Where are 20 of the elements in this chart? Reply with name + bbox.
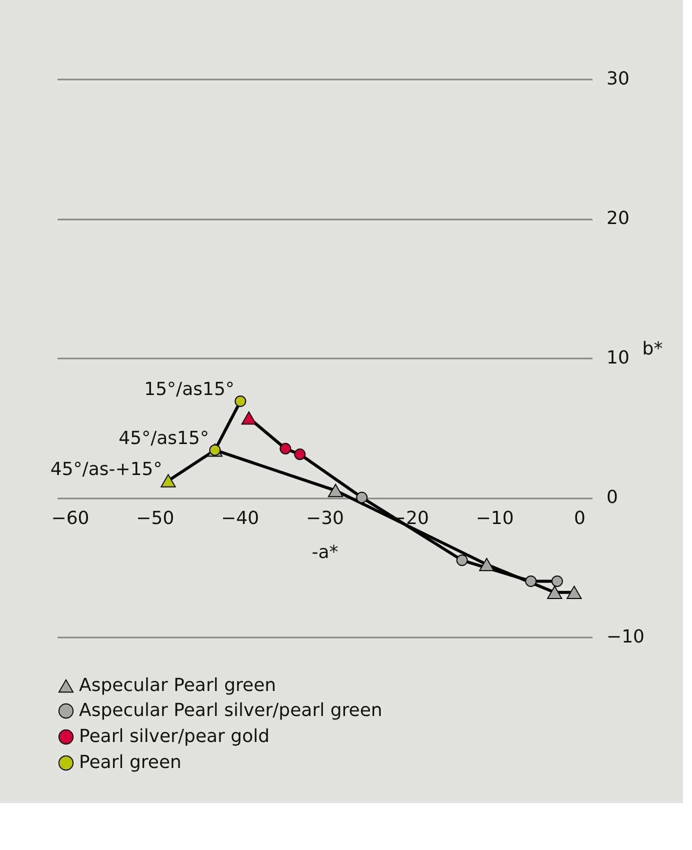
legend-label: Pearl silver/pear gold <box>79 726 270 747</box>
annotation: 45°/as-+15° <box>50 458 162 480</box>
y-tick-label: 20 <box>606 208 630 229</box>
legend-label: Aspecular Pearl green <box>79 675 276 696</box>
x-tick-label: −60 <box>51 508 90 529</box>
x-tick-label: −50 <box>136 508 174 529</box>
y-tick-label: −10 <box>606 626 644 648</box>
y-axis-title: b* <box>642 338 663 360</box>
x-tick-label: 0 <box>574 508 586 529</box>
legend-label: Pearl green <box>79 752 182 773</box>
annotation: 15°/as15° <box>144 379 234 400</box>
annotation: 45°/as15° <box>118 428 209 450</box>
y-tick-label: 0 <box>606 487 618 508</box>
x-tick-label: −30 <box>306 508 344 529</box>
legend-label: Aspecular Pearl silver/pearl green <box>79 700 382 721</box>
x-tick-label: −40 <box>221 508 260 529</box>
y-tick-label: 30 <box>606 68 630 90</box>
y-tick-label: 10 <box>606 348 630 368</box>
x-axis-title: -a* <box>312 542 338 563</box>
x-tick-label: −10 <box>476 508 514 529</box>
